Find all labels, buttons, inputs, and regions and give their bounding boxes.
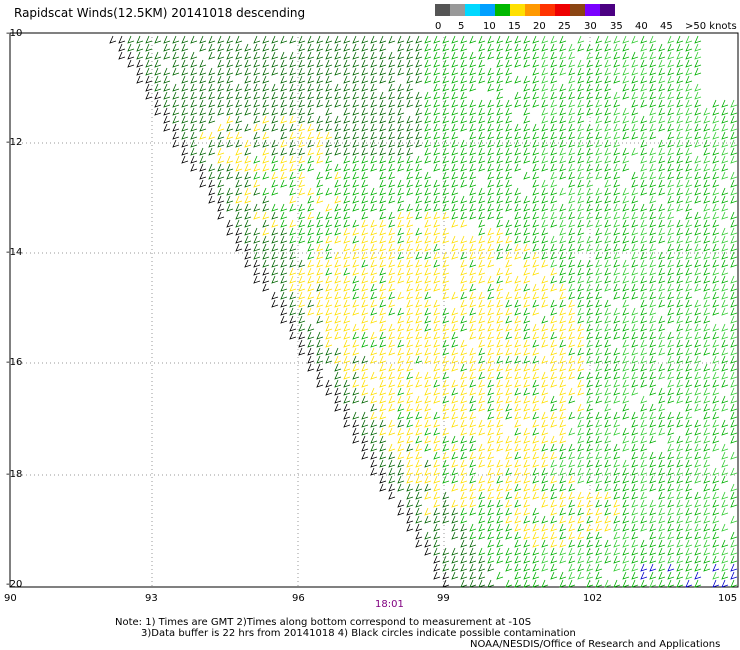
wind-barb-group-light-green bbox=[541, 35, 738, 588]
lon-label-105: 105 bbox=[718, 593, 738, 604]
lat-label--20: -20 bbox=[6, 579, 23, 590]
wind-barbs bbox=[109, 35, 738, 588]
legend-label-10: 10 bbox=[483, 21, 496, 32]
legend-label-25: 25 bbox=[558, 21, 571, 32]
legend-swatch-3 bbox=[480, 4, 495, 16]
credit-line: NOAA/NESDIS/Office of Research and Appli… bbox=[470, 639, 721, 650]
legend-swatch-6 bbox=[525, 4, 540, 16]
lat-label--14: -14 bbox=[6, 247, 23, 258]
lon-label-99: 99 bbox=[437, 593, 450, 604]
map-frame bbox=[9, 32, 739, 588]
legend-label-50-knots: >50 knots bbox=[685, 21, 737, 32]
legend-label-5: 5 bbox=[458, 21, 465, 32]
lat-label--12: -12 bbox=[6, 137, 23, 148]
lon-label-102: 102 bbox=[583, 593, 603, 604]
wind-barb-group-yellow bbox=[199, 115, 621, 548]
legend-label-15: 15 bbox=[508, 21, 521, 32]
note-line-2: 3)Data buffer is 22 hrs from 20141018 4)… bbox=[141, 628, 576, 639]
legend-label-30: 30 bbox=[584, 21, 597, 32]
legend-swatch-11 bbox=[600, 4, 615, 16]
legend-swatch-2 bbox=[465, 4, 480, 16]
legend-label-35: 35 bbox=[610, 21, 623, 32]
legend-swatch-5 bbox=[510, 4, 525, 16]
lat-label--18: -18 bbox=[6, 469, 23, 480]
legend-swatch-7 bbox=[540, 4, 555, 16]
note-line-1: Note: 1) Times are GMT 2)Times along bot… bbox=[115, 617, 532, 628]
lon-label-90: 90 bbox=[4, 593, 17, 604]
lon-label-93: 93 bbox=[145, 593, 158, 604]
legend-label-45: 45 bbox=[660, 21, 673, 32]
legend-label-40: 40 bbox=[635, 21, 648, 32]
legend-swatch-4 bbox=[495, 4, 510, 16]
legend-swatch-10 bbox=[585, 4, 600, 16]
wind-barb-group-blue bbox=[640, 563, 738, 588]
lat-label--10: -10 bbox=[6, 28, 23, 39]
wind-barb-group-dark-green bbox=[127, 35, 495, 588]
wind-barb-group-green bbox=[253, 35, 738, 588]
legend-swatch-0 bbox=[435, 4, 450, 16]
chart-title: Rapidscat Winds(12.5KM) 20141018 descend… bbox=[14, 6, 306, 20]
legend-swatch-1 bbox=[450, 4, 465, 16]
legend-label-20: 20 bbox=[533, 21, 546, 32]
legend-swatch-8 bbox=[555, 4, 570, 16]
pass-time-label: 18:01 bbox=[375, 599, 404, 610]
legend-swatch-9 bbox=[570, 4, 585, 16]
legend-label-0: 0 bbox=[435, 21, 442, 32]
lon-label-96: 96 bbox=[292, 593, 305, 604]
wind-barb-group-black bbox=[109, 35, 450, 588]
lat-label--16: -16 bbox=[6, 357, 23, 368]
